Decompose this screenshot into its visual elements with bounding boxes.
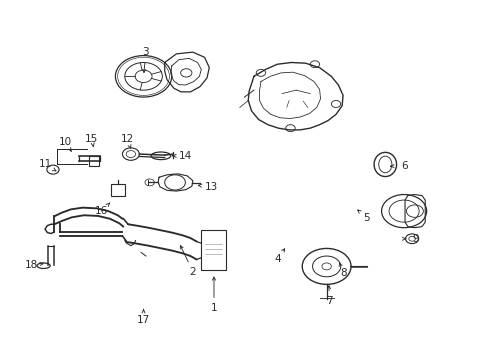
Text: 16: 16 [95, 206, 108, 216]
Text: 7: 7 [325, 296, 332, 306]
Text: 18: 18 [25, 260, 39, 270]
Text: 5: 5 [363, 213, 369, 223]
Bar [110, 184, 124, 195]
Text: 8: 8 [339, 268, 346, 278]
Text: 3: 3 [142, 47, 149, 57]
Text: 10: 10 [59, 137, 72, 147]
Text: 1: 1 [210, 303, 217, 313]
Text: 11: 11 [38, 159, 52, 170]
Text: 15: 15 [85, 134, 99, 144]
Bar [201, 230, 225, 270]
Text: 2: 2 [189, 267, 196, 276]
Bar [88, 157, 99, 166]
Text: 14: 14 [179, 151, 192, 161]
Text: 17: 17 [137, 315, 150, 325]
Text: 4: 4 [273, 255, 280, 265]
Text: 13: 13 [204, 182, 218, 192]
Text: 9: 9 [412, 234, 418, 244]
Text: 6: 6 [400, 161, 407, 171]
Text: 12: 12 [120, 134, 134, 144]
